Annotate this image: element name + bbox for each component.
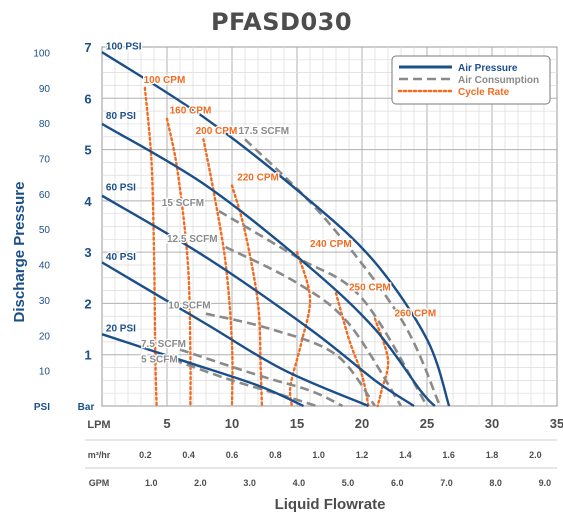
x-tick-m3hr: 1.4	[399, 450, 412, 460]
y-tick-psi: 100	[33, 48, 50, 59]
air-pressure-label: 40 PSI	[106, 252, 136, 263]
cycle-rate-label: 260 CPM	[395, 308, 437, 319]
y-tick-psi: 10	[39, 367, 51, 378]
legend-label: Cycle Rate	[458, 87, 510, 98]
cycle-rate-curve	[288, 250, 312, 408]
y-unit-psi: PSI	[34, 402, 50, 413]
y-tick-psi: 60	[39, 190, 51, 201]
x-tick-gpm: 2.0	[194, 478, 207, 488]
x-unit-m3hr: m³/hr	[88, 450, 111, 460]
legend-label: Air Pressure	[458, 63, 518, 74]
y-tick-psi: 50	[39, 225, 51, 236]
x-tick-m3hr: 0.8	[269, 450, 282, 460]
air-consumption-label: 17.5 SCFM	[239, 126, 290, 137]
x-tick-m3hr: 0.6	[226, 450, 239, 460]
cycle-rate-label: 220 CPM	[237, 172, 279, 183]
x-tick-m3hr: 0.4	[182, 450, 195, 460]
y-tick-bar: 5	[84, 143, 91, 158]
air-pressure-label: 100 PSI	[106, 42, 142, 53]
curve-labels: 100 PSI 80 PSI 60 PSI 40 PSI 20 PSI 17.5 SCFM…	[105, 40, 438, 366]
cycle-rate-curve	[230, 184, 264, 408]
x-tick-lpm: 35	[550, 416, 563, 431]
air-consumption-curve	[173, 358, 317, 408]
y-tick-bar: 1	[84, 348, 91, 363]
x-tick-m3hr: 1.0	[312, 450, 325, 460]
y-tick-psi: 40	[39, 261, 51, 272]
y-tick-psi: 80	[39, 119, 51, 130]
air-pressure-curve	[101, 333, 304, 408]
x-tick-gpm: 5.0	[342, 478, 355, 488]
air-pressure-curve	[101, 122, 436, 407]
air-consumption-curve	[205, 312, 377, 407]
cycle-rate-curve	[165, 117, 192, 408]
air-pressure-curve	[101, 194, 415, 408]
air-consumption-curve	[244, 138, 442, 407]
x-tick-lpm: 30	[485, 416, 499, 431]
x-tick-gpm: 3.0	[243, 478, 256, 488]
x-tick-gpm: 1.0	[145, 478, 158, 488]
y-tick-psi: 70	[39, 154, 51, 165]
cycle-rate-label: 100 CPM	[144, 75, 186, 86]
air-consumption-label: 12.5 SCFM	[167, 234, 218, 245]
x-axis-label: Liquid Flowrate	[275, 496, 386, 513]
x-tick-gpm: 8.0	[489, 478, 502, 488]
legend-label: Air Consumption	[458, 75, 539, 86]
air-consumption-label: 7.5 SCFM	[141, 339, 186, 350]
y-tick-psi: 20	[39, 331, 51, 342]
air-pressure-label: 20 PSI	[106, 324, 136, 335]
y-tick-bar: 6	[84, 91, 91, 106]
x-tick-lpm: 20	[355, 416, 369, 431]
air-consumption-label: 10 SCFM	[168, 301, 210, 312]
curve-layer	[101, 51, 451, 408]
x-tick-m3hr: 0.2	[139, 450, 152, 460]
cycle-rate-curve	[143, 86, 158, 408]
y-axis-label: Discharge Pressure	[11, 182, 28, 323]
air-pressure-curve	[101, 261, 369, 408]
y-tick-psi: 90	[39, 84, 51, 95]
air-pressure-curve	[101, 51, 451, 407]
air-consumption-label: 15 SCFM	[162, 198, 204, 209]
air-pressure-label: 60 PSI	[106, 183, 136, 194]
x-unit-gpm: GPM	[89, 478, 110, 488]
cycle-rate-label: 200 CPM	[196, 126, 238, 137]
y-unit-bar: Bar	[78, 402, 95, 413]
x-tick-gpm: 4.0	[293, 478, 306, 488]
cycle-rate-label: 160 CPM	[170, 106, 212, 117]
x-tick-lpm: 15	[290, 416, 304, 431]
axes-layer: 1 2 3 4 5 6 7 10 20 30 40 50 60 70 80 90 100 PSI Bar LPM 5 10…	[33, 40, 563, 488]
x-tick-gpm: 6.0	[391, 478, 404, 488]
grid-lines	[101, 46, 558, 407]
cycle-rate-label: 250 CPM	[349, 283, 391, 294]
air-consumption-curve	[179, 348, 344, 408]
x-tick-lpm: 25	[420, 416, 434, 431]
x-unit-lpm: LPM	[87, 419, 110, 431]
y-tick-bar: 2	[84, 296, 91, 311]
x-tick-m3hr: 1.6	[442, 450, 455, 460]
x-tick-lpm: 5	[163, 416, 170, 431]
x-tick-m3hr: 2.0	[529, 450, 542, 460]
x-tick-m3hr: 1.8	[486, 450, 499, 460]
air-consumption-curve	[224, 245, 403, 407]
air-consumption-label: 5 SCFM	[141, 354, 178, 365]
x-tick-gpm: 7.0	[440, 478, 453, 488]
y-tick-bar: 7	[84, 40, 91, 55]
x-tick-m3hr: 1.2	[356, 450, 369, 460]
x-tick-lpm: 10	[225, 416, 239, 431]
cycle-rate-curve	[202, 138, 234, 408]
x-tick-gpm: 9.0	[539, 478, 552, 488]
chart-title: PFASD030	[210, 8, 353, 36]
air-pressure-label: 80 PSI	[106, 111, 136, 122]
y-tick-psi: 30	[39, 296, 51, 307]
y-tick-bar: 3	[84, 245, 91, 260]
air-consumption-curve	[218, 209, 429, 407]
cycle-rate-label: 240 CPM	[310, 239, 352, 250]
y-tick-bar: 4	[84, 194, 92, 209]
